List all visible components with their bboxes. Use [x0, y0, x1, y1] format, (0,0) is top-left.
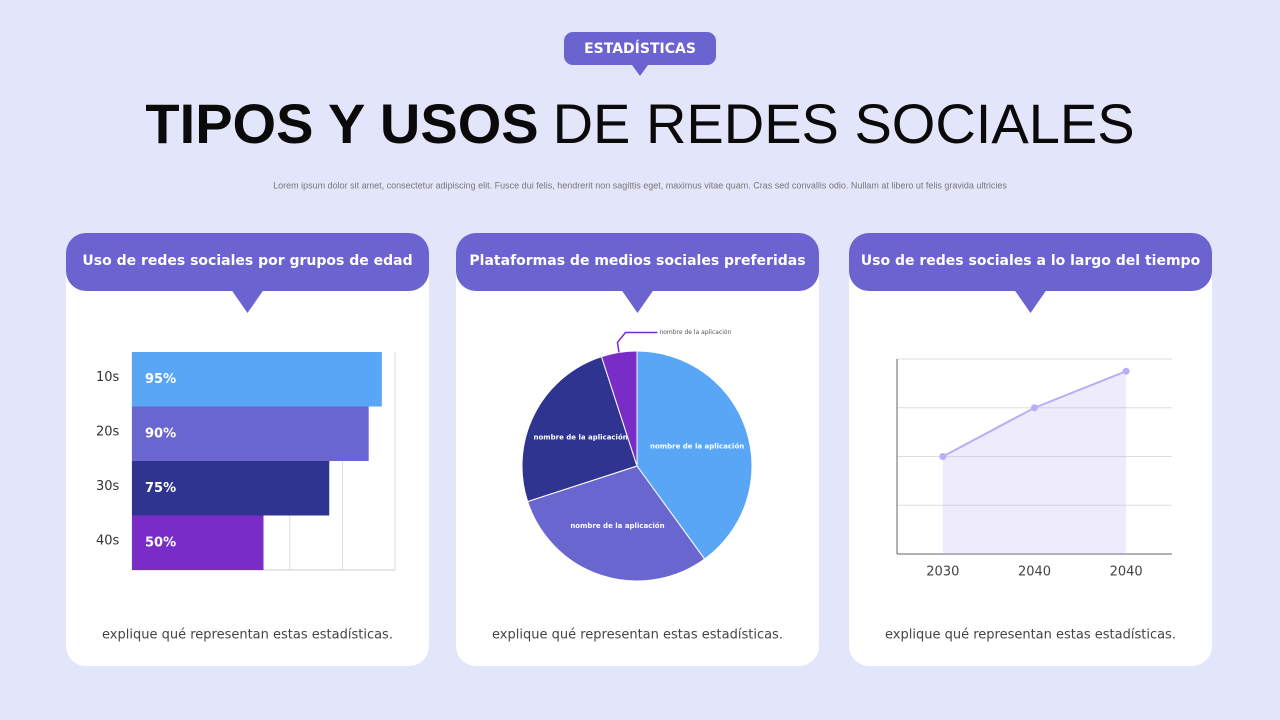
- card-header: [849, 233, 1212, 291]
- bar: [132, 461, 330, 516]
- point: [1122, 367, 1130, 375]
- slice-label: nombre de la aplicación: [534, 433, 628, 441]
- bar: [132, 352, 382, 407]
- bar: [132, 515, 264, 570]
- point: [939, 453, 947, 460]
- card-notch: [231, 290, 264, 313]
- card-caption: explique qué representan estas estadísti…: [885, 628, 1176, 643]
- card-notch: [1014, 290, 1047, 313]
- card-title: Uso de redes sociales a lo largo del tie…: [861, 253, 1201, 269]
- subtitle: Lorem ipsum dolor sit amet, consectetur …: [273, 180, 1007, 190]
- pie-slice: [521, 355, 638, 503]
- value-label: 50%: [145, 535, 176, 550]
- card-title: Uso de redes sociales por grupos de edad: [82, 253, 412, 269]
- title-bold: TIPOS Y USOS: [145, 92, 538, 155]
- slice-label: nombre de la aplicación: [659, 329, 731, 336]
- card-caption: explique qué representan estas estadísti…: [492, 628, 783, 643]
- value-label: 90%: [145, 426, 176, 441]
- point: [1031, 404, 1038, 412]
- card-header: [66, 233, 429, 291]
- x-tick-label: 2040: [1110, 565, 1143, 580]
- card: [849, 233, 1212, 666]
- badge-notch: [632, 65, 648, 76]
- y-tick-label: 20s: [96, 424, 120, 439]
- slice-label: nombre de la aplicación: [650, 442, 744, 450]
- bar: [132, 406, 369, 461]
- badge-bg: [564, 32, 716, 65]
- pie-slice: [600, 350, 638, 467]
- card-header: [456, 233, 819, 291]
- leader-line: [616, 331, 658, 353]
- value-label: 75%: [145, 481, 176, 496]
- pie-slice: [636, 350, 753, 560]
- badge: ESTADÍSTICAS: [584, 40, 696, 57]
- x-tick-label: 2040: [1018, 565, 1051, 580]
- x-tick-label: 2030: [926, 565, 959, 580]
- y-tick-label: 40s: [96, 533, 120, 548]
- main-title: TIPOS Y USOS DE REDES SOCIALES: [145, 92, 1134, 155]
- value-label: 95%: [145, 372, 176, 387]
- y-tick-label: 10s: [96, 370, 120, 385]
- slice-label: nombre de la aplicación: [570, 522, 664, 530]
- card-title: Plataformas de medios sociales preferida…: [469, 253, 805, 269]
- pie-slice: [526, 465, 706, 582]
- y-tick-label: 30s: [96, 479, 120, 494]
- card-caption: explique qué representan estas estadísti…: [102, 628, 393, 643]
- area: [942, 371, 1127, 554]
- title-light: DE REDES SOCIALES: [553, 92, 1135, 155]
- card-notch: [621, 290, 654, 313]
